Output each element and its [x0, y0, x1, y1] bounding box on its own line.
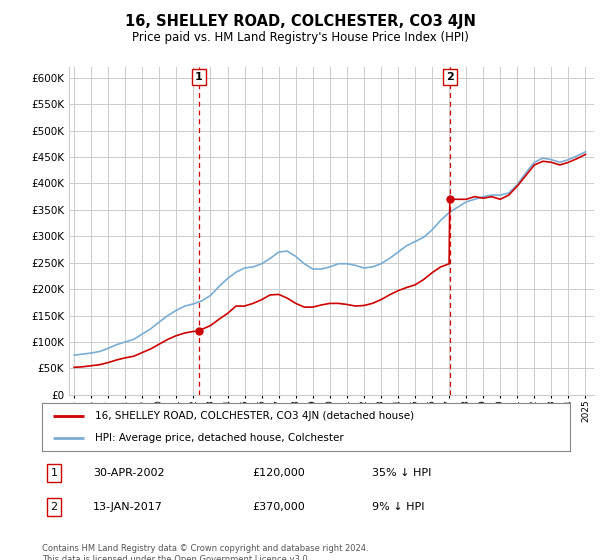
Text: 2: 2	[446, 72, 454, 82]
Text: 35% ↓ HPI: 35% ↓ HPI	[372, 468, 431, 478]
Text: 16, SHELLEY ROAD, COLCHESTER, CO3 4JN (detached house): 16, SHELLEY ROAD, COLCHESTER, CO3 4JN (d…	[95, 411, 414, 421]
Text: HPI: Average price, detached house, Colchester: HPI: Average price, detached house, Colc…	[95, 433, 344, 443]
Text: 9% ↓ HPI: 9% ↓ HPI	[372, 502, 425, 512]
Text: £370,000: £370,000	[252, 502, 305, 512]
Text: 16, SHELLEY ROAD, COLCHESTER, CO3 4JN: 16, SHELLEY ROAD, COLCHESTER, CO3 4JN	[125, 14, 475, 29]
Text: Contains HM Land Registry data © Crown copyright and database right 2024.
This d: Contains HM Land Registry data © Crown c…	[42, 544, 368, 560]
Text: 2: 2	[50, 502, 58, 512]
Text: 13-JAN-2017: 13-JAN-2017	[93, 502, 163, 512]
Text: 1: 1	[50, 468, 58, 478]
Text: 30-APR-2002: 30-APR-2002	[93, 468, 164, 478]
Text: 1: 1	[195, 72, 203, 82]
Text: £120,000: £120,000	[252, 468, 305, 478]
Text: Price paid vs. HM Land Registry's House Price Index (HPI): Price paid vs. HM Land Registry's House …	[131, 31, 469, 44]
